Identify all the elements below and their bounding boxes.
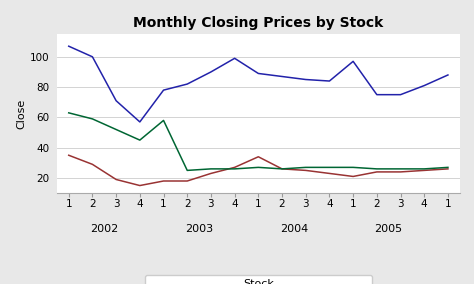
Legend: IBM, Intel, Microsoft: IBM, Intel, Microsoft (145, 275, 372, 284)
Microsoft (208, 167, 214, 171)
Microsoft (374, 167, 380, 171)
Intel (113, 178, 119, 181)
Intel (303, 169, 309, 172)
Microsoft (66, 111, 72, 114)
Intel (255, 155, 261, 158)
Intel (137, 184, 143, 187)
Line: Microsoft: Microsoft (69, 113, 448, 170)
IBM (398, 93, 403, 96)
Text: 2002: 2002 (90, 224, 118, 234)
Intel (279, 167, 285, 171)
Microsoft (161, 119, 166, 122)
Intel (445, 167, 451, 171)
Microsoft (232, 167, 237, 171)
IBM (421, 84, 427, 87)
Title: Monthly Closing Prices by Stock: Monthly Closing Prices by Stock (133, 16, 383, 30)
IBM (161, 88, 166, 92)
Microsoft (90, 117, 95, 121)
Microsoft (327, 166, 332, 169)
Intel (327, 172, 332, 175)
Intel (161, 179, 166, 183)
Intel (66, 154, 72, 157)
Microsoft (445, 166, 451, 169)
IBM (350, 60, 356, 63)
Intel (421, 169, 427, 172)
Microsoft (350, 166, 356, 169)
Microsoft (279, 167, 285, 171)
Microsoft (421, 167, 427, 171)
Microsoft (303, 166, 309, 169)
Line: Intel: Intel (69, 155, 448, 185)
Line: IBM: IBM (69, 46, 448, 122)
IBM (208, 70, 214, 74)
IBM (374, 93, 380, 96)
Intel (90, 163, 95, 166)
IBM (303, 78, 309, 81)
IBM (279, 75, 285, 78)
Text: 2003: 2003 (185, 224, 213, 234)
IBM (232, 57, 237, 60)
Intel (232, 166, 237, 169)
Intel (350, 175, 356, 178)
Y-axis label: Close: Close (17, 99, 27, 129)
IBM (327, 79, 332, 83)
IBM (113, 99, 119, 103)
Intel (208, 172, 214, 175)
Text: 2005: 2005 (374, 224, 403, 234)
IBM (445, 73, 451, 77)
Microsoft (255, 166, 261, 169)
Text: 2004: 2004 (280, 224, 308, 234)
Microsoft (398, 167, 403, 171)
Intel (398, 170, 403, 174)
IBM (137, 120, 143, 124)
Microsoft (113, 128, 119, 131)
IBM (66, 45, 72, 48)
Intel (184, 179, 190, 183)
IBM (255, 72, 261, 75)
IBM (184, 82, 190, 86)
IBM (90, 55, 95, 59)
Intel (374, 170, 380, 174)
Microsoft (137, 138, 143, 142)
Microsoft (184, 169, 190, 172)
